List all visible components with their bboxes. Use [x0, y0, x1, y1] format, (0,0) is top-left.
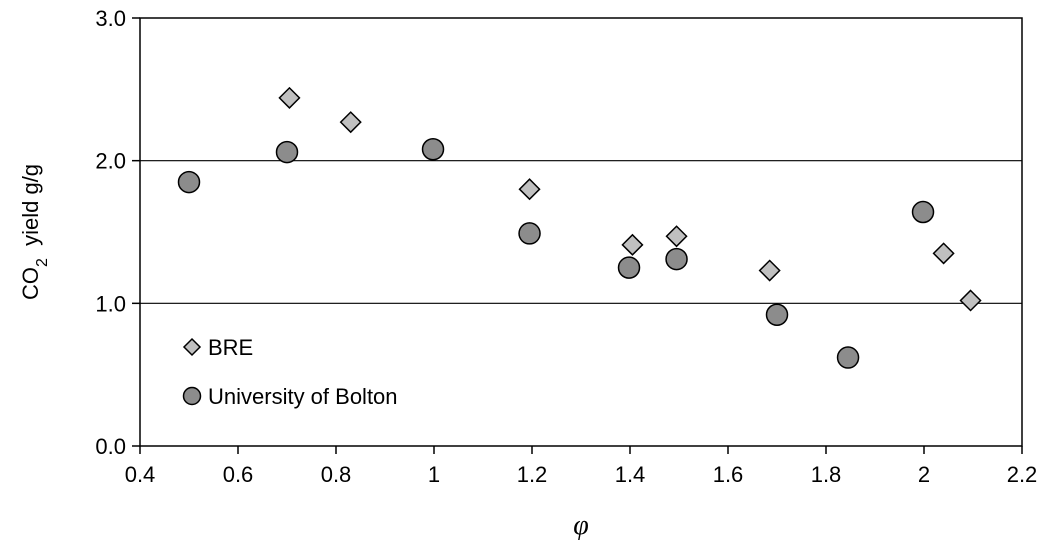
- data-point-circle: [665, 247, 688, 271]
- x-tick-label: 0.4: [125, 462, 156, 487]
- gridlines: [140, 160, 1022, 304]
- x-tick-label: 2: [918, 462, 930, 487]
- data-point-diamond: [339, 111, 362, 134]
- x-tick-label: 2.2: [1007, 462, 1038, 487]
- y-axis-title-prefix: CO: [18, 267, 43, 300]
- y-axis-title-subscript: 2: [34, 258, 51, 267]
- data-point-diamond: [278, 86, 301, 109]
- data-point-diamond: [758, 259, 781, 282]
- y-axis-title-suffix: yield g/g: [18, 164, 43, 258]
- legend-label-bre: BRE: [208, 335, 253, 360]
- y-tick-label: 3.0: [95, 6, 126, 31]
- x-tick-label: 1: [428, 462, 440, 487]
- legend-marker-bre: [182, 337, 202, 357]
- data-point-circle: [518, 222, 541, 245]
- y-axis: 0.0 1.0 2.0 3.0: [95, 6, 140, 459]
- y-tick-label: 1.0: [95, 291, 126, 316]
- data-point-circle: [421, 138, 445, 161]
- legend-label-university-of-bolton: University of Bolton: [208, 384, 398, 409]
- data-point-diamond: [959, 289, 982, 312]
- data-point-circle: [275, 140, 299, 164]
- x-tick-label: 1.4: [615, 462, 646, 487]
- x-tick-label: 1.8: [811, 462, 842, 487]
- legend-marker-university-of-bolton: [182, 386, 202, 406]
- x-axis-title: φ: [573, 510, 589, 541]
- legend: BRE University of Bolton: [182, 335, 398, 409]
- data-point-diamond: [518, 178, 541, 201]
- data-points: [177, 86, 982, 369]
- y-axis-title: CO2 yield g/g: [18, 164, 51, 300]
- x-tick-label: 1.6: [713, 462, 744, 487]
- data-point-diamond: [621, 233, 644, 256]
- data-point-diamond: [932, 242, 955, 265]
- y-tick-label: 0.0: [95, 434, 126, 459]
- x-tick-label: 0.6: [223, 462, 254, 487]
- data-point-circle: [177, 170, 201, 194]
- data-point-circle: [836, 346, 860, 369]
- x-tick-label: 0.8: [321, 462, 352, 487]
- data-point-diamond: [665, 225, 688, 248]
- x-axis: 0.4 0.6 0.8 1 1.2 1.4 1.6 1.8 2 2.2: [125, 446, 1038, 487]
- data-point-circle: [617, 256, 641, 279]
- plot-area: [139, 17, 1023, 447]
- x-tick-label: 1.2: [517, 462, 548, 487]
- data-point-circle: [765, 303, 789, 326]
- y-tick-label: 2.0: [95, 149, 126, 174]
- data-point-circle: [911, 200, 935, 224]
